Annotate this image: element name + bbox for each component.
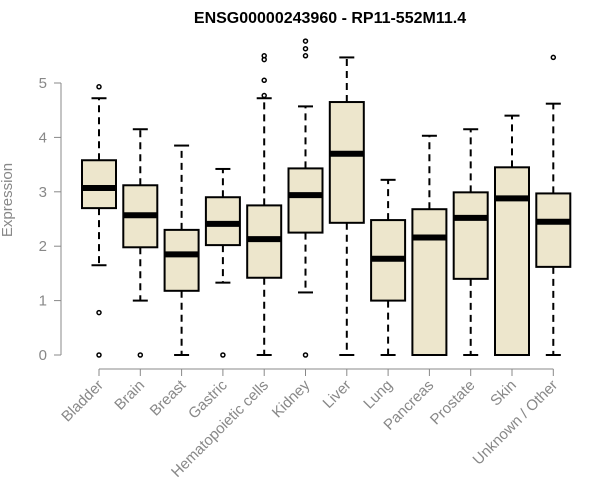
outlier-point xyxy=(137,352,144,358)
outlier-point xyxy=(302,352,309,358)
iqr-box xyxy=(452,191,489,280)
x-tick-label: Lung xyxy=(360,377,396,413)
x-tick-label: Skin xyxy=(487,377,520,410)
x-tick-label: Kidney xyxy=(269,376,314,421)
box-1 xyxy=(81,84,117,358)
outlier-point xyxy=(261,77,267,84)
iqr-box xyxy=(287,167,324,234)
chart-title: ENSG00000243960 - RP11-552M11.4 xyxy=(194,10,466,27)
box-11 xyxy=(494,114,530,356)
outlier-point xyxy=(96,84,102,90)
outlier-point xyxy=(261,92,267,99)
y-tick-label: 0 xyxy=(39,347,47,364)
box-4 xyxy=(204,167,241,358)
x-tick-label: Brain xyxy=(111,377,148,414)
y-tick-label: 4 xyxy=(39,129,47,146)
outlier-point xyxy=(220,352,226,358)
y-tick-label: 5 xyxy=(39,75,47,92)
box-7 xyxy=(328,56,365,356)
x-tick-label: Liver xyxy=(320,377,355,412)
box-9 xyxy=(411,134,448,356)
outlier-point xyxy=(302,53,309,59)
iqr-box xyxy=(328,101,365,224)
box-2 xyxy=(122,128,159,358)
outlier-point xyxy=(302,38,309,44)
iqr-box xyxy=(535,192,572,268)
outlier-point xyxy=(550,54,557,61)
box-12 xyxy=(535,54,572,356)
iqr-box xyxy=(81,159,117,210)
x-tick-label: Prostate xyxy=(427,377,479,429)
x-tick-label: Bladder xyxy=(58,377,107,426)
iqr-box xyxy=(411,208,448,356)
outlier-point xyxy=(302,45,309,52)
box-5 xyxy=(246,53,283,356)
iqr-box xyxy=(163,228,200,292)
outlier-point xyxy=(96,352,102,358)
outlier-point xyxy=(96,309,102,316)
box-10 xyxy=(452,128,489,356)
box-8 xyxy=(370,178,407,356)
x-tick-label: Breast xyxy=(147,376,190,419)
y-tick-label: 1 xyxy=(39,293,47,310)
y-axis-label: Expression xyxy=(0,163,16,237)
box-6 xyxy=(287,38,324,358)
outlier-point xyxy=(261,56,267,63)
y-tick-label: 2 xyxy=(39,238,47,255)
y-tick-label: 3 xyxy=(39,184,47,201)
box-3 xyxy=(163,144,200,356)
